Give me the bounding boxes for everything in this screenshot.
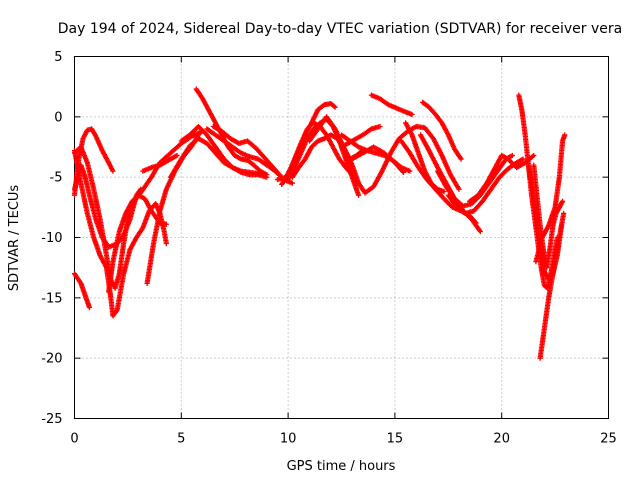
axis-ticks: 0 5 10 15 20 25 5 0 -5 -10 -15 -20 -25: [41, 50, 617, 447]
data-point: [531, 152, 537, 159]
series-track-21: [349, 144, 407, 175]
data-point: [399, 168, 406, 174]
data-points: [71, 86, 568, 361]
series-track-10: [204, 126, 295, 186]
data-point: [407, 168, 413, 174]
x-tick-label: 20: [493, 432, 510, 447]
series-track-26: [420, 99, 464, 162]
data-point: [377, 123, 383, 130]
data-point: [86, 304, 93, 311]
x-axis-label: GPS time / hours: [287, 459, 396, 474]
y-axis-label: SDTVAR / TECUs: [7, 185, 22, 292]
series-track-5: [71, 162, 144, 250]
y-tick-label: 0: [54, 110, 62, 125]
data-point: [110, 168, 116, 174]
y-tick-label: -25: [41, 412, 62, 427]
series-track-11: [210, 123, 285, 180]
chart-title: Day 194 of 2024, Sidereal Day-to-day VTE…: [58, 21, 622, 37]
data-point: [559, 198, 566, 204]
data-point: [289, 180, 295, 186]
series-track-22: [368, 92, 415, 118]
data-point: [562, 132, 568, 138]
y-tick-label: 5: [54, 50, 62, 65]
series-track-1: [71, 271, 93, 311]
x-tick-label: 0: [70, 432, 78, 447]
series-track-19: [338, 123, 383, 150]
data-point: [409, 111, 415, 118]
data-point: [441, 189, 447, 195]
data-point: [400, 169, 407, 175]
grid: [74, 56, 609, 419]
y-tick-label: -20: [41, 352, 62, 367]
series-track-29: [467, 152, 537, 204]
y-tick-label: -15: [41, 291, 62, 306]
series-track-8: [140, 152, 180, 174]
data-point: [355, 192, 362, 198]
series-track-18: [306, 114, 462, 196]
series-track-33: [537, 210, 567, 361]
data-point: [561, 210, 567, 216]
y-tick-label: -5: [50, 171, 63, 186]
data-point: [331, 103, 337, 109]
series-track-4: [71, 148, 169, 319]
data-point: [477, 228, 483, 235]
data-point: [458, 156, 464, 162]
x-tick-label: 25: [600, 432, 617, 447]
x-tick-label: 10: [280, 432, 297, 447]
data-point: [163, 240, 169, 247]
series-track-34: [533, 132, 568, 265]
series-track-13: [168, 135, 261, 180]
data-point: [456, 186, 462, 192]
data-point: [264, 174, 270, 180]
x-tick-label: 5: [177, 432, 185, 447]
data-point: [509, 152, 515, 159]
data-point: [255, 170, 261, 177]
data-point: [174, 152, 180, 159]
x-tick-label: 15: [387, 432, 404, 447]
y-tick-label: -10: [41, 231, 62, 246]
data-point: [332, 104, 338, 110]
